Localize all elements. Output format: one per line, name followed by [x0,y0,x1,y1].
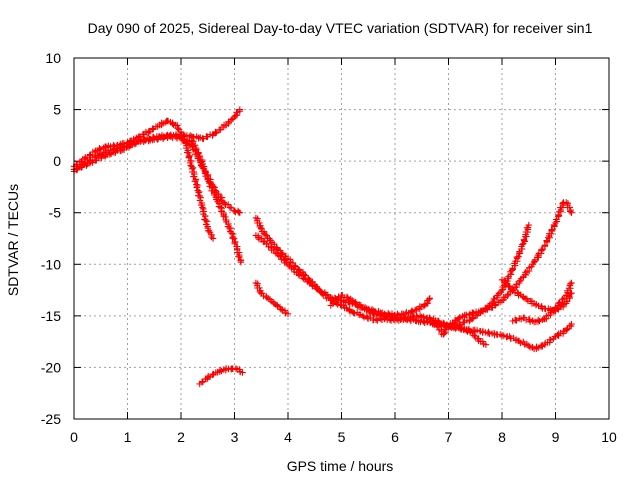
x-tick-label: 5 [338,429,346,445]
chart-title: Day 090 of 2025, Sidereal Day-to-day VTE… [88,20,593,36]
series-trace-m [509,279,575,326]
x-tick-label: 8 [498,429,506,445]
series-trace-j [423,199,567,338]
y-tick-label: 5 [53,102,61,118]
series-markers [423,199,567,338]
data-layer [70,106,575,388]
x-tick-label: 9 [552,429,560,445]
x-tick-label: 1 [124,429,132,445]
series-markers [429,318,575,353]
y-tick-label: 0 [53,153,61,169]
series-markers [563,199,575,216]
x-tick-label: 7 [445,429,453,445]
series-trace-d [188,137,245,266]
series-markers [252,279,292,317]
series-trace-k [429,318,575,353]
x-tick-label: 3 [231,429,239,445]
y-tick-label: -20 [41,359,61,375]
series-markers [196,365,246,388]
x-tick-label: 0 [70,429,78,445]
y-tick-label: -10 [41,256,61,272]
x-axis-label: GPS time / hours [287,458,394,474]
y-tick-label: -5 [49,205,62,221]
series-trace-e [196,365,246,388]
y-tick-label: 10 [45,50,61,66]
series-trace-f [252,279,292,317]
x-tick-label: 10 [601,429,617,445]
series-markers [509,279,575,326]
tick-labels: 0 1 2 3 4 5 6 7 8 9 10 -25 -20 -15 -10 -5 0 5 10 [41,50,617,445]
x-tick-label: 4 [284,429,292,445]
series-trace-n [563,199,575,216]
y-tick-label: -25 [41,411,61,427]
plot-frame [73,57,610,420]
x-tick-label: 6 [391,429,399,445]
x-tick-label: 2 [177,429,185,445]
series-markers [188,137,245,266]
y-tick-label: -15 [41,308,61,324]
y-axis-label: SDTVAR / TECUs [5,184,21,296]
